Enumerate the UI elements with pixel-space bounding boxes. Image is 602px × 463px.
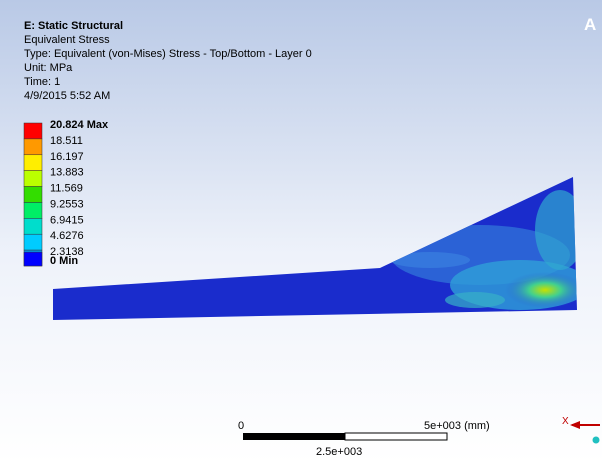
legend-label: 4.6276 [50, 230, 84, 242]
legend-label: 18.511 [50, 135, 83, 147]
legend-label: 16.197 [50, 151, 84, 163]
result-name: Equivalent Stress [24, 34, 110, 46]
analysis-title: E: Static Structural [24, 20, 123, 32]
unit: Unit: MPa [24, 62, 73, 74]
legend-swatch [24, 123, 42, 139]
scale-end: 5e+003 (mm) [424, 420, 490, 432]
legend-label: 6.9415 [50, 214, 84, 226]
legend-swatch [24, 218, 42, 234]
legend-label: 0 Min [50, 255, 78, 267]
legend-swatch [24, 234, 42, 250]
axis-label: X [562, 416, 569, 427]
scale-white [345, 433, 447, 440]
legend-swatch [24, 187, 42, 203]
time: Time: 1 [24, 76, 60, 88]
legend-label: 20.824 Max [50, 119, 109, 131]
date: 4/9/2015 5:52 AM [24, 90, 110, 102]
legend-label: 13.883 [50, 167, 84, 179]
result-type: Type: Equivalent (von-Mises) Stress - To… [24, 48, 312, 60]
legend-label: 9.2553 [50, 198, 84, 210]
legend-swatch [24, 155, 42, 171]
scale-middle: 2.5e+003 [316, 446, 362, 458]
legend-swatch [24, 202, 42, 218]
triad-origin [593, 437, 600, 444]
viewport: E: Static Structural Equivalent Stress T… [0, 0, 602, 463]
scale-start: 0 [238, 420, 244, 432]
legend-swatch [24, 252, 42, 266]
legend-swatch [24, 171, 42, 187]
legend-swatch [24, 139, 42, 155]
scale-black [243, 433, 345, 440]
legend-label: 11.569 [50, 183, 83, 195]
corner-label: A [584, 15, 596, 34]
